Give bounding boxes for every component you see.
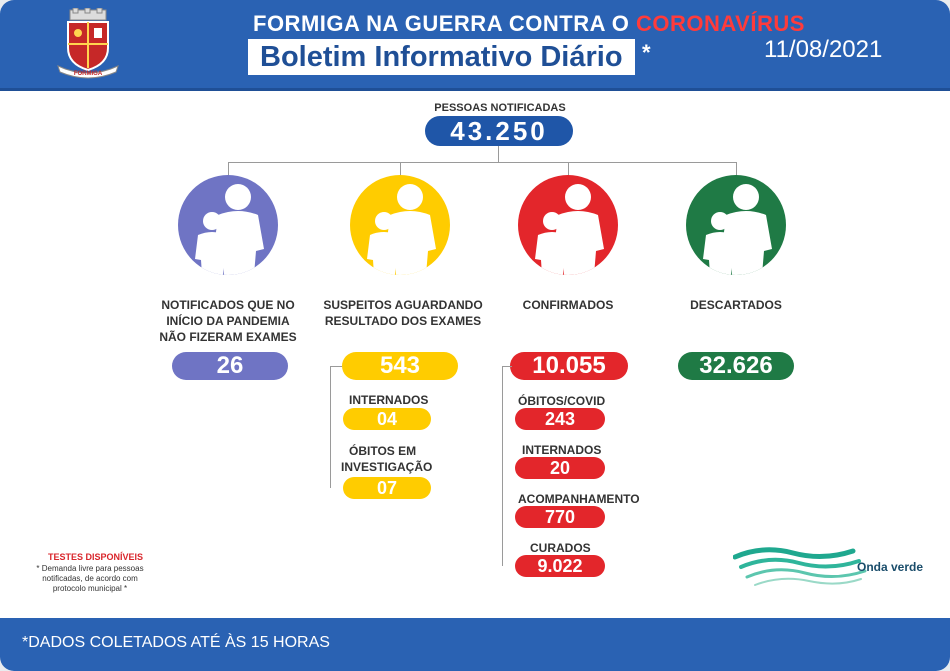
label-line: RESULTADO DOS EXAMES	[324, 314, 482, 328]
tree-branch-line	[228, 162, 736, 163]
confirmed-detail-tick	[502, 366, 512, 367]
header-subtitle-mark: *	[641, 40, 651, 65]
notified-value: 43.250	[425, 116, 573, 146]
confirmed-detail-line	[502, 366, 503, 566]
notified-label: PESSOAS NOTIFICADAS	[434, 102, 566, 114]
confirmed-deaths-label: ÓBITOS/COVID	[518, 394, 606, 408]
confirmed-recovered-label: CURADOS	[530, 541, 591, 555]
logo-ribbon-text: FORMIGA	[74, 71, 103, 77]
onda-verde-wave-logo	[733, 547, 867, 586]
label-line: DESCARTADOS	[690, 298, 782, 312]
notified-no-exam-label: NOTIFICADOS QUE NO INÍCIO DA PANDEMIA NÃ…	[148, 297, 308, 345]
confirmed-hospitalized-label: INTERNADOS	[522, 443, 602, 457]
label-line: CONFIRMADOS	[522, 298, 614, 312]
header-subtitle-box: Boletim Informativo Diário *	[248, 39, 651, 75]
label-line: SUSPEITOS AGUARDANDO	[323, 298, 483, 312]
label-line: NÃO FIZERAM EXAMES	[159, 330, 297, 344]
suspects-label: SUSPEITOS AGUARDANDO RESULTADO DOS EXAME…	[318, 297, 488, 329]
suspects-detail-line	[330, 366, 331, 488]
confirmed-label: CONFIRMADOS	[498, 297, 638, 313]
suspects-value: 543	[342, 352, 458, 380]
suspects-hospitalized-label: INTERNADOS	[349, 393, 429, 407]
suspects-detail-tick	[330, 366, 342, 367]
notified-no-exam-people-icon	[178, 175, 278, 275]
suspects-deaths-label-line-2: INVESTIGAÇÃO	[341, 460, 433, 474]
confirmed-monitoring-value: 770	[515, 506, 605, 528]
tree-drop-line-1	[228, 162, 229, 176]
suspects-deaths-label-line-1: ÓBITOS EM	[349, 444, 417, 458]
suspects-deaths-value: 07	[343, 477, 431, 499]
confirmed-hospitalized-value: 20	[515, 457, 605, 479]
discarded-label: DESCARTADOS	[666, 297, 806, 313]
bulletin-date: 11/08/2021	[764, 36, 883, 63]
header-subtitle: Boletim Informativo Diário	[260, 41, 623, 73]
confirmed-monitoring-label: ACOMPANHAMENTO	[518, 492, 640, 506]
tree-drop-line-4	[736, 162, 737, 176]
label-line: INÍCIO DA PANDEMIA	[166, 314, 290, 328]
label-line: NOTIFICADOS QUE NO	[161, 298, 295, 312]
confirmed-people-icon	[518, 175, 618, 275]
tree-drop-line-3	[568, 162, 569, 176]
onda-verde-brand-name: Onda verde	[857, 560, 924, 574]
header-title-prefix: FORMIGA NA GUERRA CONTRA O	[253, 11, 630, 36]
suspects-hospitalized-value: 04	[343, 408, 431, 430]
confirmed-value: 10.055	[510, 352, 628, 380]
confirmed-deaths-value: 243	[515, 408, 605, 430]
header-bar: FORMIGA FORMIGA NA GUERRA CONTRA O CORON…	[0, 0, 950, 91]
confirmed-recovered-value: 9.022	[515, 555, 605, 577]
header-title-highlight: CORONAVÍRUS	[636, 11, 805, 36]
footer-bar: *DADOS COLETADOS ATÉ ÀS 15 HORAS	[0, 618, 950, 671]
tree-drop-line-2	[400, 162, 401, 176]
city-coat-of-arms-logo: FORMIGA	[57, 8, 119, 79]
discarded-value: 32.626	[678, 352, 794, 380]
suspects-people-icon	[350, 175, 450, 275]
tests-available-title: TESTES DISPONÍVEIS	[48, 552, 144, 562]
header-title: FORMIGA NA GUERRA CONTRA O CORONAVÍRUS	[253, 11, 805, 37]
footer-note: *DADOS COLETADOS ATÉ ÀS 15 HORAS	[22, 634, 330, 651]
discarded-people-icon	[686, 175, 786, 275]
notified-no-exam-value: 26	[172, 352, 288, 380]
tests-available-note: * Demanda livre para pessoas notificadas…	[36, 564, 144, 593]
tree-stem-line	[498, 146, 499, 162]
